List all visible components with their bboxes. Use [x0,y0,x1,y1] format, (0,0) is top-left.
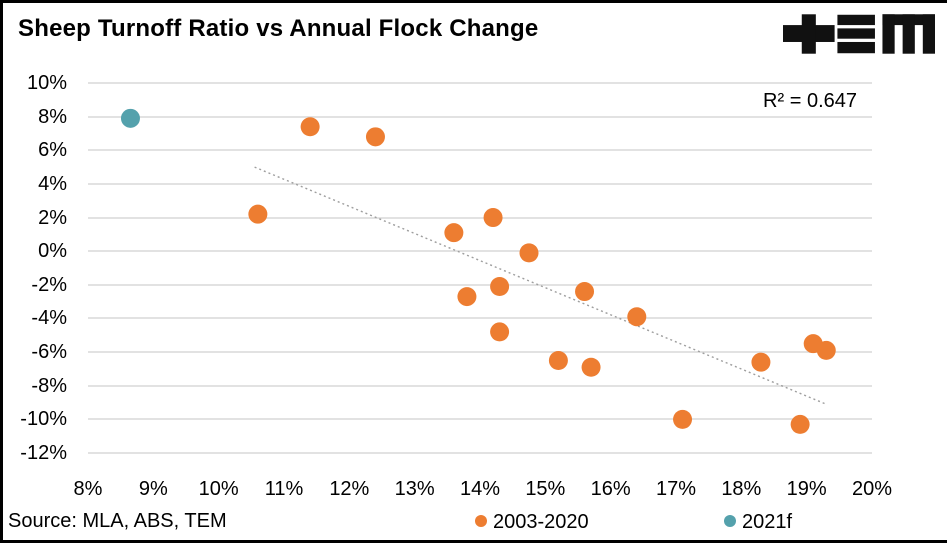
data-point-2003-2020 [548,351,568,370]
y-tick-label: 0% [38,240,67,263]
data-point-2003-2020 [457,287,477,307]
r-squared-annotation: R² = 0.647 [763,90,857,112]
gridline [88,317,872,320]
legend-label: 2021f [742,511,793,533]
data-point-2021f [120,108,140,128]
data-point-2003-2020 [627,307,647,327]
gridline [88,182,872,185]
data-point-2003-2020 [444,223,464,243]
x-tick-label: 18% [721,478,762,500]
legend-marker-orange-icon [475,514,487,527]
data-point-2003-2020 [300,117,320,137]
gridline [88,418,872,421]
x-tick-label: 16% [590,478,631,500]
x-tick-label: 13% [394,478,435,500]
y-tick-label: -2% [31,273,67,296]
x-tick-label: 12% [329,478,370,500]
data-point-2003-2020 [490,277,510,296]
x-tick-label: 19% [786,478,827,500]
data-point-2003-2020 [575,282,595,302]
y-tick-label: -12% [20,442,67,464]
logo-e-bar-top [837,14,875,26]
x-tick-label: 10% [198,478,239,500]
data-point-2003-2020 [248,204,268,224]
gridline [88,115,872,118]
y-tick-label: -6% [31,341,67,364]
legend-label: 2003-2020 [493,511,589,533]
x-tick-label: 20% [851,478,893,500]
data-point-2003-2020 [581,357,601,377]
data-point-2003-2020 [673,409,693,429]
y-tick-label: 8% [38,105,67,128]
y-tick-label: 2% [38,206,67,229]
source-note: Source: MLA, ABS, TEM [8,510,227,532]
x-tick-label: 14% [459,478,501,500]
logo-m-left-leg [882,14,895,54]
logo-m-middle-leg [902,14,915,54]
x-tick-label: 15% [525,478,566,500]
data-point-2003-2020 [790,414,810,434]
trendline [254,166,827,405]
x-tick-label: 11% [264,478,304,500]
y-tick-label: 4% [38,172,67,195]
gridline [88,149,872,152]
y-tick-label: 10% [26,72,67,94]
gridline [88,452,872,454]
scatter-plot [120,108,836,434]
data-point-2003-2020 [490,322,510,342]
legend-marker-teal-icon [724,514,736,527]
chart-title: Sheep Turnoff Ratio vs Annual Flock Chan… [18,15,539,42]
logo-m-right-leg [922,14,935,54]
logo-e-bar-middle [837,28,875,39]
gridline [88,82,872,84]
x-tick-label: 9% [138,478,168,500]
gridline [88,250,872,253]
gridline [88,283,872,286]
x-tick-label: 17% [655,478,697,500]
legend-item-2003-2020: 2003-2020 [475,510,589,534]
logo-plus-vertical-bar [801,14,816,54]
data-point-2003-2020 [751,352,771,372]
y-tick-label: -4% [31,307,67,330]
gridline [88,216,872,219]
data-point-2003-2020 [816,340,836,360]
y-tick-label: 6% [38,139,67,162]
y-tick-label: -10% [20,408,67,431]
tem-logo [783,14,935,54]
gridline [88,351,872,354]
gridline [88,384,872,387]
data-point-2003-2020 [365,127,385,147]
y-tick-label: -8% [31,374,67,397]
logo-e-bar-bottom [837,41,875,54]
x-tick-label: 8% [73,478,103,500]
data-point-2003-2020 [483,208,503,228]
data-point-2003-2020 [519,243,539,263]
legend-item-2021f: 2021f [724,510,792,534]
